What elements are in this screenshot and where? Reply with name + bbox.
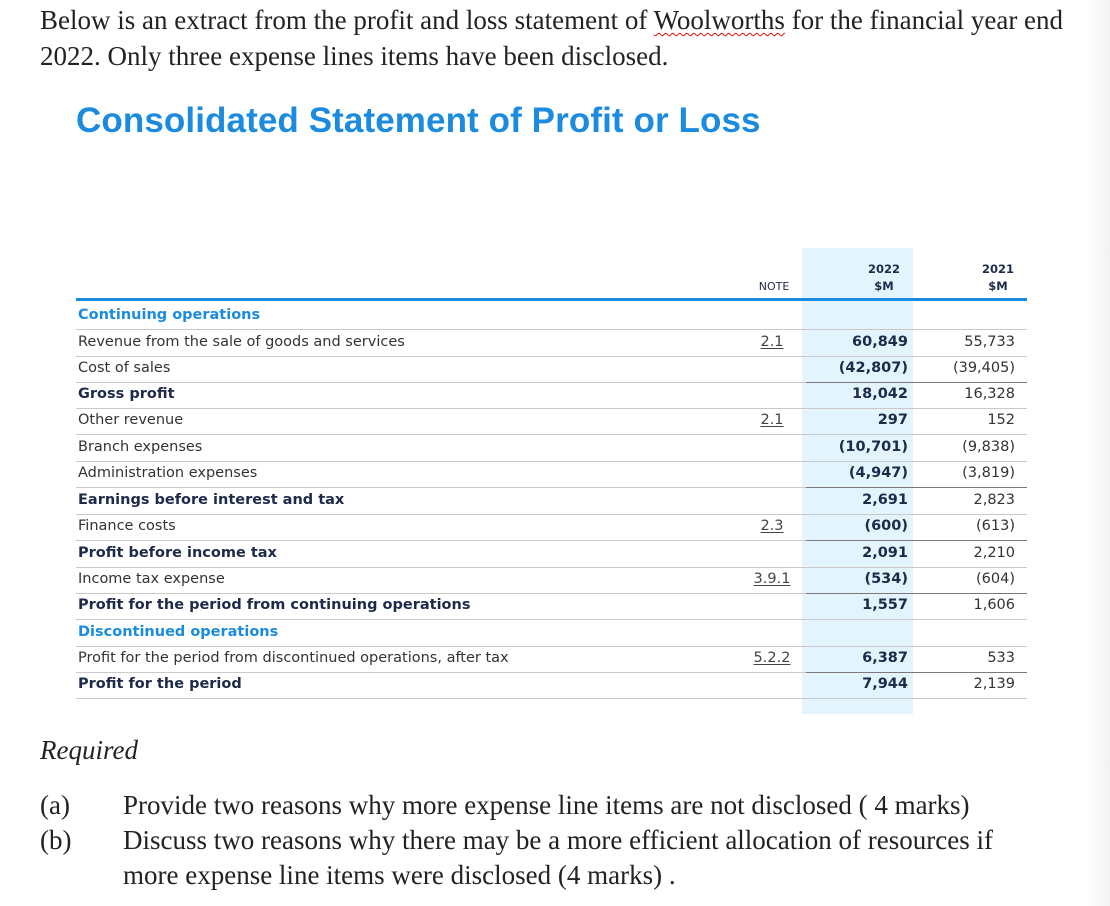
row-value-2021: 1,606 (973, 597, 1015, 613)
row-value-2022: (10,701) (838, 439, 908, 455)
table-row: Revenue from the sale of goods and servi… (76, 330, 1027, 357)
row-label: Profit for the period from continuing op… (78, 597, 471, 613)
table-row: Discontinued operations (76, 620, 1027, 647)
subtotal-rule (806, 593, 1027, 594)
row-label: Profit before income tax (78, 545, 277, 561)
intro-text-before: Below is an extract from the profit and … (40, 5, 654, 35)
required-heading: Required (40, 735, 138, 765)
question-text: Provide two reasons why more expense lin… (123, 790, 970, 820)
row-value-2022: (4,947) (848, 465, 908, 481)
table-row: Profit for the period from continuing op… (76, 593, 1027, 620)
row-value-2021: (604) (976, 571, 1015, 587)
row-value-2022: 297 (877, 412, 908, 428)
year-2021-label: 2021 (981, 262, 1014, 276)
row-value-2021: 16,328 (964, 386, 1015, 402)
row-note-ref[interactable]: 2.1 (760, 334, 784, 350)
row-value-2021: (39,405) (952, 360, 1015, 376)
header-divider (76, 298, 1027, 301)
row-value-2021: 2,210 (973, 545, 1015, 561)
subtotal-rule (806, 672, 1027, 673)
year-2022-label: 2022 (867, 262, 900, 276)
table-row: Profit for the period 7,944 2,139 (76, 672, 1027, 699)
row-note-ref[interactable]: 2.1 (760, 412, 784, 428)
question-text: Discuss two reasons why there may be a m… (123, 825, 993, 890)
table-row: Other revenue 2.1 297 152 (76, 408, 1027, 435)
row-value-2022: 7,944 (862, 676, 908, 692)
row-value-2021: (3,819) (962, 465, 1015, 481)
year-2021-column-header: 2021 $M (966, 261, 1030, 295)
table-row: Earnings before interest and tax 2,691 2… (76, 488, 1027, 515)
row-label: Profit for the period (78, 676, 242, 692)
question-letter: (a) (40, 790, 70, 820)
row-value-2022: 2,091 (862, 545, 908, 561)
row-label: Earnings before interest and tax (78, 492, 345, 508)
row-value-2022: 60,849 (852, 334, 908, 350)
row-label: Other revenue (78, 412, 184, 428)
row-value-2022: 18,042 (852, 386, 908, 402)
row-label: Cost of sales (78, 360, 171, 376)
row-value-2022: (42,807) (838, 360, 908, 376)
question-letter: (b) (40, 825, 72, 855)
row-value-2022: 6,387 (862, 650, 908, 666)
intro-company-name: Woolworths (653, 5, 785, 35)
year-2022-column-header: 2022 $M (852, 261, 916, 295)
table-row: Income tax expense 3.9.1 (534) (604) (76, 567, 1027, 594)
row-label: Continuing operations (78, 307, 261, 323)
table-row: Profit for the period from discontinued … (76, 646, 1027, 673)
row-note-ref[interactable]: 2.3 (760, 518, 784, 534)
row-note-ref[interactable]: 3.9.1 (753, 571, 791, 587)
row-label: Income tax expense (78, 571, 225, 587)
row-value-2021: (613) (976, 518, 1015, 534)
table-row: Branch expenses (10,701) (9,838) (76, 435, 1027, 462)
table-row: Profit before income tax 2,091 2,210 (76, 541, 1027, 568)
row-value-2022: 1,557 (862, 597, 908, 613)
row-value-2021: 55,733 (964, 334, 1015, 350)
table-row: Finance costs 2.3 (600) (613) (76, 514, 1027, 541)
row-value-2022: 2,691 (862, 492, 908, 508)
table-row: Gross profit 18,042 16,328 (76, 382, 1027, 409)
row-label: Finance costs (78, 518, 176, 534)
subtotal-rule (806, 487, 1027, 488)
row-label: Profit for the period from discontinued … (78, 650, 509, 666)
note-column-header: NOTE (758, 280, 790, 293)
row-label: Branch expenses (78, 439, 203, 455)
year-2021-unit: $M (988, 279, 1008, 293)
row-label: Revenue from the sale of goods and servi… (78, 334, 405, 350)
row-value-2021: (9,838) (962, 439, 1015, 455)
table-row: Continuing operations (76, 303, 1027, 330)
row-value-2022: (534) (864, 571, 908, 587)
row-value-2021: 152 (987, 412, 1015, 428)
intro-paragraph: Below is an extract from the profit and … (40, 2, 1080, 74)
year-2022-unit: $M (874, 279, 894, 293)
table-row: Cost of sales (42,807) (39,405) (76, 356, 1027, 383)
page-edge-shade (1088, 0, 1110, 906)
intro-text-after: for the financial year end 2022. Only th… (40, 5, 1064, 71)
row-label: Discontinued operations (78, 624, 279, 640)
row-note-ref[interactable]: 5.2.2 (753, 650, 791, 666)
row-value-2022: (600) (864, 518, 908, 534)
row-value-2021: 533 (987, 650, 1015, 666)
subtotal-rule (806, 382, 1027, 383)
row-value-2021: 2,823 (973, 492, 1015, 508)
row-value-2021: 2,139 (973, 676, 1015, 692)
row-label: Administration expenses (78, 465, 258, 481)
subtotal-rule (806, 540, 1027, 541)
table-row: Administration expenses (4,947) (3,819) (76, 461, 1027, 488)
year-2022-highlight-column (802, 248, 913, 714)
statement-title: Consolidated Statement of Profit or Loss (76, 101, 761, 140)
row-label: Gross profit (78, 386, 175, 402)
